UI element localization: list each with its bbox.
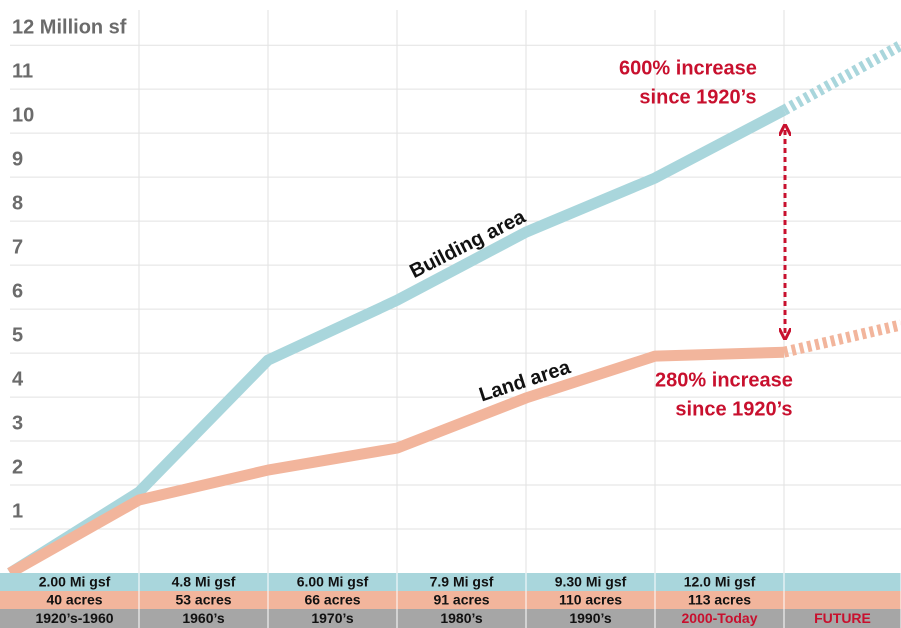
y-tick-label: 9 [12,148,23,170]
table-cell: FUTURE [814,610,871,626]
table-cell: 1920’s-1960 [35,610,113,626]
line-series-future [782,319,901,358]
table-row [0,573,901,591]
table-cell: 9.30 Mi gsf [555,574,627,590]
y-tick-label: 8 [12,192,23,214]
table-row [0,609,901,628]
table-cell: 91 acres [433,592,489,608]
line-series [7,105,787,578]
table-cell: 66 acres [304,592,360,608]
table-cell: 7.9 Mi gsf [430,574,494,590]
table-cell: 53 acres [175,592,231,608]
annotation: 600% increase [619,57,757,79]
table-cell: 12.0 Mi gsf [684,574,756,590]
table-cell: 1990’s [569,610,612,626]
annotation: since 1920’s [675,398,792,420]
table-cell: 110 acres [559,592,622,608]
y-tick-label: 10 [12,104,34,126]
table-cell: 2.00 Mi gsf [39,574,111,590]
table-cell: 1980’s [440,610,483,626]
y-tick-label: 5 [12,324,23,346]
y-tick-label: 4 [12,368,24,390]
table-cell: 1960’s [182,610,225,626]
table-cell: 4.8 Mi gsf [172,574,236,590]
y-tick-label: 3 [12,412,23,434]
table-cell: 113 acres [688,592,751,608]
annotation: 280% increase [655,369,793,391]
table-cell: 2000-Today [682,610,758,626]
y-tick-label: 2 [12,456,23,478]
table-cell: 6.00 Mi gsf [297,574,369,590]
y-tick-label: 7 [12,236,23,258]
annotation: since 1920’s [639,86,756,108]
table-cell: 40 acres [46,592,102,608]
line-series [7,346,785,578]
line-series-future [781,40,901,116]
table-cell: 1970’s [311,610,354,626]
y-tick-label: 1 [12,500,23,522]
y-tick-label: 12 Million sf [12,16,127,38]
y-tick-label: 11 [12,60,33,82]
y-tick-label: 6 [12,280,23,302]
table-row [0,591,901,609]
